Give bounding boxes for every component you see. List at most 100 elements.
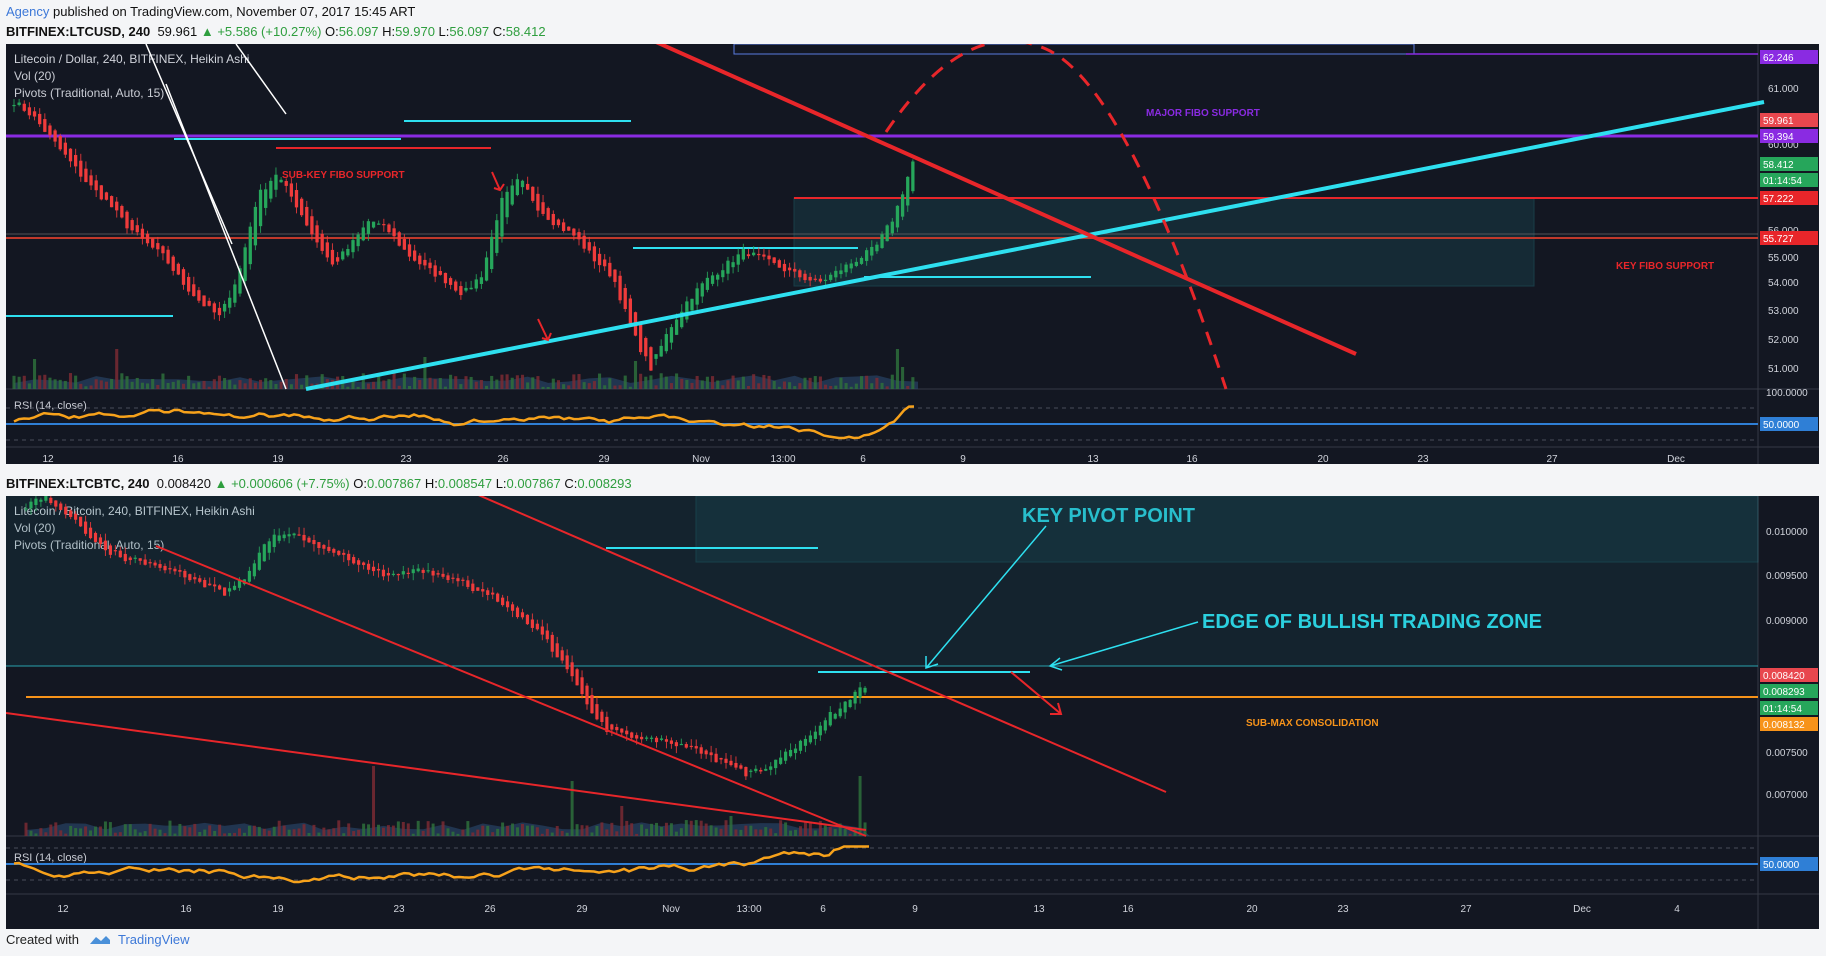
chart1-candle-body	[448, 278, 453, 285]
chart1-candle-body	[531, 186, 535, 201]
chart2-volume-bar	[89, 830, 93, 836]
chart1-candle-body	[911, 161, 915, 192]
chart1-low: 56.097	[449, 24, 490, 39]
chart1-candle-body	[741, 249, 746, 260]
chart1-volume-bar	[515, 375, 519, 389]
chart1-volume-bar	[279, 381, 283, 389]
chart1-volume-bar	[217, 375, 221, 389]
chart1-volume-bar	[428, 377, 432, 389]
chart1-volume-bar	[813, 376, 817, 389]
chart2-volume-bar	[267, 830, 271, 836]
chart2-symbol: BITFINEX:LTCBTC, 240	[6, 476, 150, 491]
chart2-candle-body	[774, 759, 778, 769]
tradingview-link[interactable]: TradingView	[118, 932, 190, 947]
chart1-volume-bar	[520, 374, 525, 389]
chart2-candle-body	[436, 573, 440, 575]
chart2-volume-bar	[466, 821, 470, 836]
chart1-tag-close-bg	[1760, 157, 1818, 171]
chart2-candle-body	[719, 757, 723, 760]
chart1-rsi-label-50-bg	[1760, 417, 1818, 431]
chart1-volume-bar	[839, 377, 843, 389]
chart1-volume-bar	[79, 383, 83, 389]
chart1-volume-bar	[89, 385, 93, 389]
chart1-volume-bar	[454, 376, 458, 389]
publisher-link[interactable]: Agency	[6, 4, 50, 19]
chart2-volume-bar	[357, 829, 361, 836]
chart1-volume-bar	[649, 375, 653, 389]
chart2-volume-bar	[843, 828, 847, 836]
chart2-candle-body	[813, 731, 817, 739]
chart2-volume-bar	[252, 825, 256, 836]
chart2-volume-bar	[29, 830, 33, 836]
chart1-candle-body	[710, 275, 715, 284]
chart2-volume-bar	[297, 828, 301, 836]
chart1-volume-bar	[187, 375, 191, 389]
chart2-high: 0.008547	[437, 476, 493, 491]
chart1-volume-bar	[901, 367, 905, 389]
chart2-candle-body	[203, 580, 207, 588]
chart2-candle-body	[625, 730, 629, 735]
chart2-volume-bar	[372, 766, 376, 836]
chart2-candle-body	[590, 694, 594, 714]
chart2-time-label: 16	[1122, 904, 1134, 915]
chart2-candle-body	[386, 573, 391, 576]
chart2-candle-body	[252, 563, 256, 577]
chart1-candle-body	[94, 180, 98, 191]
chart2-open: 0.007867	[366, 476, 422, 491]
chart1-volume-bar	[438, 378, 442, 389]
chart1-volume-bar	[577, 374, 581, 389]
chart2-volume-bar	[813, 830, 817, 836]
chart1-panel[interactable]: Litecoin / Dollar, 240, BITFINEX, Heikin…	[6, 44, 1819, 464]
chart2-candle-body	[744, 766, 748, 777]
chart2-time-label: 23	[393, 904, 405, 915]
chart2-candle-body	[451, 577, 455, 579]
chart1-candle-body	[782, 263, 787, 272]
chart2-panel[interactable]: Litecoin / Bitcoin, 240, BITFINEX, Heiki…	[6, 496, 1819, 929]
key-fibo-label: KEY FIBO SUPPORT	[1616, 261, 1714, 272]
chart1-legend-vol: Vol (20)	[14, 69, 55, 83]
chart2-candle-body	[784, 751, 788, 761]
chart1-volume-bar	[644, 376, 648, 389]
chart1-candle-body	[859, 257, 864, 264]
chart1-candle-body	[351, 240, 355, 253]
chart2-candle-body	[635, 735, 639, 739]
chart1-volume-bar	[176, 380, 180, 389]
chart1-volume-bar	[777, 386, 781, 389]
chart2-volume-bar	[565, 832, 569, 836]
chart2-volume-bar	[228, 833, 232, 836]
chart1-volume-bar	[140, 382, 144, 389]
chart1-candle-body	[238, 268, 242, 294]
chart2-volume-bar	[744, 825, 748, 836]
chart1-volume-bar	[305, 375, 309, 389]
chart2-legend-vol: Vol (20)	[14, 521, 55, 535]
chart1-candle-body	[166, 249, 170, 264]
chart2-volume-bar	[262, 828, 266, 836]
chart1-candle-body	[32, 111, 37, 117]
chart2-volume-bar	[481, 825, 485, 836]
chart2-volume-bar	[575, 824, 579, 836]
chart2-candle-body	[381, 569, 386, 577]
chart2-candle-body	[550, 634, 554, 652]
chart1-volume-bar	[74, 375, 78, 389]
chart2-candle-body	[193, 577, 197, 580]
publish-info: published on TradingView.com, November 0…	[49, 4, 416, 19]
chart2-volume-bar	[431, 823, 435, 836]
chart1-volume-bar	[48, 377, 52, 389]
chart2-time-label: 27	[1460, 904, 1472, 915]
chart2-candle-body	[704, 750, 708, 755]
chart2-candle-body	[178, 570, 182, 572]
chart2-candle-body	[441, 573, 445, 577]
chart1-candle-body	[217, 307, 222, 316]
chart2-volume-bar	[699, 820, 703, 836]
chart1-change: ▲ +5.586 (+10.27%)	[200, 24, 322, 39]
chart2-candle-body	[446, 575, 450, 581]
chart1-candle-body	[613, 269, 617, 282]
chart1-volume-bar	[433, 379, 437, 389]
chart1-candle-body	[757, 253, 761, 256]
chart2-volume-bar	[233, 832, 237, 836]
chart2-candle-body	[759, 769, 763, 772]
chart2-volume-bar	[103, 821, 107, 836]
chart2-volume-bar	[123, 824, 127, 836]
chart2-volume-bar	[674, 831, 678, 836]
chart1-candle-body	[484, 257, 489, 281]
